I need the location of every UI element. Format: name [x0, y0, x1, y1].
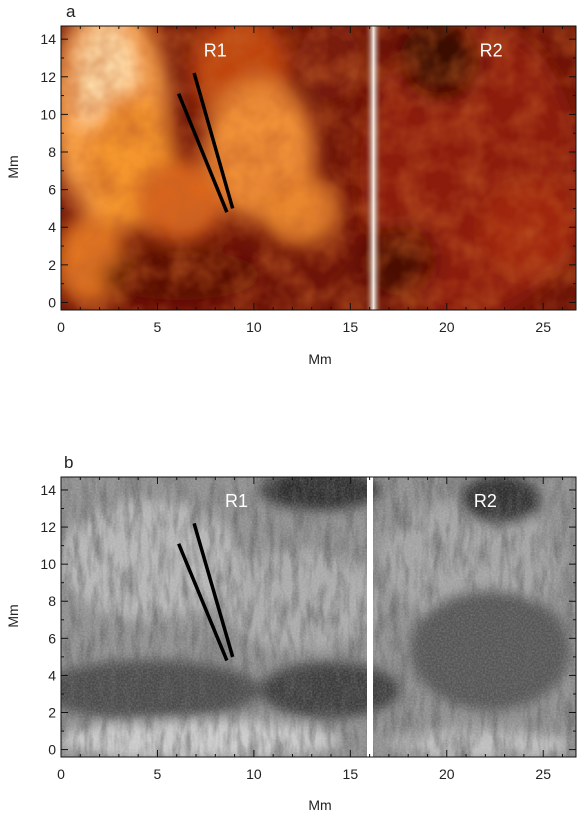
x-tick-label: 10: [246, 766, 262, 782]
panel-b: b 0 5 10 15 20 25 0 2 4 6 8 10 12 14 R1 R2 Mm: [5, 453, 577, 813]
region-label-r2: R2: [480, 40, 503, 60]
region-label-r2: R2: [474, 491, 497, 511]
x-tick-label: 15: [343, 766, 359, 782]
y-tick-label: 14: [40, 31, 56, 47]
region-label-r1: R1: [204, 40, 227, 60]
x-tick-label: 0: [57, 766, 65, 782]
y-tick-label: 2: [48, 704, 56, 720]
y-tick-label: 14: [40, 482, 56, 498]
panel-a-annotations: R1 R2: [177, 40, 503, 213]
panel-a-separator: [365, 26, 382, 310]
x-tick-label: 5: [154, 319, 162, 335]
x-tick-label: 25: [535, 319, 551, 335]
panel-b-letter: b: [64, 453, 73, 472]
y-tick-label: 12: [40, 519, 56, 535]
x-tick-label: 0: [57, 319, 65, 335]
panel-a-ylabel: Mm: [5, 155, 21, 178]
x-tick-label: 5: [154, 766, 162, 782]
region-label-r1: R1: [225, 491, 248, 511]
x-tick-label: 20: [439, 319, 455, 335]
panel-b-separator: [367, 477, 373, 757]
y-tick-label: 8: [48, 593, 56, 609]
panel-b-image: [61, 477, 576, 757]
slit-line-2: [192, 72, 235, 209]
panel-a-xlabel: Mm: [308, 351, 331, 367]
y-tick-label: 8: [48, 144, 56, 160]
y-tick-label: 0: [48, 294, 56, 310]
panel-a-letter: a: [66, 2, 76, 21]
y-tick-label: 2: [48, 257, 56, 273]
panel-a-image: [61, 26, 576, 310]
panel-b-frame: [60, 476, 577, 758]
slit-line-1: [177, 543, 229, 662]
x-tick-label: 25: [535, 766, 551, 782]
y-tick-label: 12: [40, 69, 56, 85]
slit-line-1: [177, 93, 229, 213]
panel-b-ylabel: Mm: [5, 604, 21, 627]
panel-a: a: [5, 2, 577, 367]
panel-b-xlabel: Mm: [308, 797, 331, 813]
y-tick-label: 10: [40, 106, 56, 122]
y-tick-label: 4: [48, 667, 56, 683]
x-tick-label: 10: [246, 319, 262, 335]
panel-b-axes: 0 5 10 15 20 25 0 2 4 6 8 10 12 14: [40, 477, 576, 782]
y-tick-label: 6: [48, 182, 56, 198]
y-tick-label: 10: [40, 556, 56, 572]
x-tick-label: 15: [343, 319, 359, 335]
y-tick-label: 6: [48, 630, 56, 646]
x-tick-label: 20: [439, 766, 455, 782]
y-tick-label: 4: [48, 219, 56, 235]
panel-a-frame: [60, 25, 577, 311]
y-tick-label: 0: [48, 742, 56, 758]
panel-a-axes: 0 5 10 15 20 25 0 2 4 6 8 10 12 14: [40, 26, 576, 335]
slit-line-2: [192, 522, 235, 658]
panel-b-annotations: R1 R2: [177, 491, 497, 662]
